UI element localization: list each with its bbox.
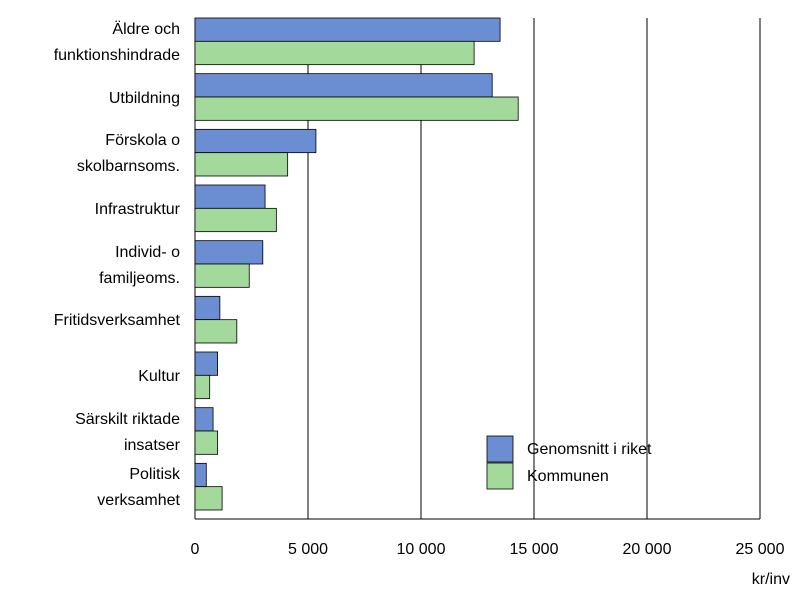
category-label: Förskola o skolbarnsoms. bbox=[76, 132, 180, 176]
legend-label: Kommunen bbox=[527, 468, 609, 485]
x-tick-label: 15 000 bbox=[510, 541, 559, 558]
bar bbox=[194, 73, 493, 98]
legend-label: Genomsnitt i riket bbox=[527, 441, 652, 458]
bar bbox=[194, 17, 501, 42]
bar bbox=[194, 263, 250, 288]
category-label: Fritidsverksamhet bbox=[53, 312, 180, 330]
legend-swatch bbox=[486, 435, 514, 463]
x-tick-label: 20 000 bbox=[623, 541, 672, 558]
bar bbox=[194, 152, 289, 177]
category-label: Individ- o familjeoms. bbox=[99, 243, 180, 287]
category-label: Infrastruktur bbox=[94, 200, 180, 218]
bar bbox=[194, 207, 277, 233]
x-tick-label: 5 000 bbox=[288, 541, 328, 558]
bar bbox=[194, 96, 519, 121]
bar bbox=[194, 128, 317, 154]
x-tick-label: 25 000 bbox=[736, 541, 785, 558]
category-label: Utbildning bbox=[108, 89, 180, 107]
bar bbox=[194, 319, 238, 344]
bar bbox=[194, 351, 219, 376]
bar bbox=[194, 240, 264, 265]
x-tick-label: 10 000 bbox=[397, 541, 446, 558]
x-tick-label: 0 bbox=[191, 541, 200, 558]
bar bbox=[194, 486, 223, 511]
category-label: Särskilt riktade insatser bbox=[75, 410, 180, 454]
bar bbox=[194, 462, 207, 488]
bar bbox=[194, 40, 475, 66]
bar bbox=[194, 430, 219, 455]
category-label: Kultur bbox=[138, 367, 180, 385]
bar bbox=[194, 184, 266, 209]
category-label: Politisk verksamhet bbox=[97, 466, 180, 510]
bar bbox=[194, 407, 214, 432]
legend-swatch bbox=[486, 462, 514, 490]
x-axis-label: kr/inv bbox=[752, 571, 790, 588]
bar bbox=[194, 295, 221, 321]
category-label: Äldre och funktionshindrade bbox=[53, 20, 180, 64]
bar bbox=[194, 374, 211, 400]
